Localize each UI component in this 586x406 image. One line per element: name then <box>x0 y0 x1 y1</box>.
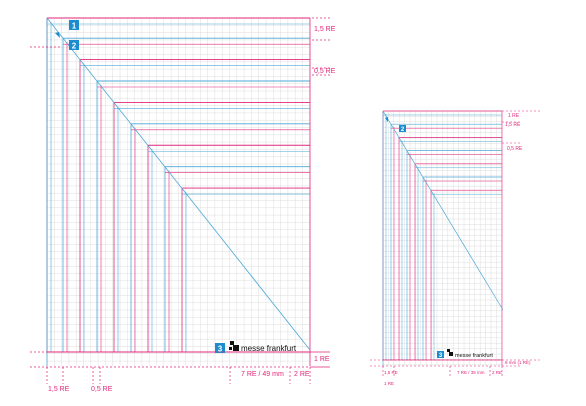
small-logo-text: messe frankfurt <box>455 353 493 359</box>
small-diagonal-line <box>382 110 504 311</box>
large-logo: messe frankfurt <box>229 341 297 353</box>
small-step-badge-2 <box>399 125 406 132</box>
large-logo-width-label: 7 RE / 49 mm <box>241 371 284 378</box>
small-left-margin-label-2: 1 RE <box>384 381 394 386</box>
step-badge-2-label: 2 <box>72 42 77 51</box>
step-badge-1 <box>69 20 79 30</box>
step-badge-3 <box>215 343 225 353</box>
small-top-margin-label-2: 1,5 RE <box>505 122 521 128</box>
large-logo-text: messe frankfurt <box>241 344 297 353</box>
small-mid-margin-label: 0,5 RE <box>507 146 523 152</box>
small-logo: messe frankfurt <box>447 349 493 359</box>
step-badge-1-label: 1 <box>72 22 77 31</box>
small-right-margin-label: 2 RE <box>492 370 502 375</box>
small-step-badge-2-label: 2 <box>401 127 405 133</box>
large-top-margin-label: 1,5 RE <box>314 26 336 33</box>
small-step-badge-3-label: 3 <box>439 353 443 359</box>
small-layout: 2 3 messe frankfurt 1 RE 1,5 RE 0,5 RE 8… <box>370 110 540 386</box>
small-margin-guides <box>370 110 540 378</box>
large-left-margin-label-2: 0,5 RE <box>91 386 113 393</box>
step-badge-3-label: 3 <box>218 345 223 354</box>
large-layout: 1 2 3 messe frankfurt <box>30 17 336 393</box>
large-mid-margin-label: 0,5 RE <box>314 68 336 75</box>
small-guide-lines <box>382 110 503 366</box>
logo-mark-icon <box>230 341 234 345</box>
large-arrow-head-icon <box>55 32 60 38</box>
small-logo-mark-icon <box>447 349 450 352</box>
large-diagonal-line <box>46 17 311 351</box>
step-badge-2 <box>69 40 79 50</box>
large-grid <box>46 17 310 366</box>
large-margin-guides <box>30 17 330 384</box>
small-top-margin-label: 1 RE <box>508 113 520 119</box>
small-step-badge-3 <box>437 351 444 358</box>
small-bottom-margin-label: 8 mm (1 RE) <box>505 360 531 365</box>
large-bottom-margin-label: 1 RE <box>314 356 330 363</box>
large-right-margin-label: 2 RE <box>294 371 310 378</box>
small-logo-width-label: 7 RE / 35 mm <box>457 370 485 375</box>
large-left-margin-label-1: 1,5 RE <box>48 386 70 393</box>
small-grid <box>382 110 502 366</box>
small-left-margin-label-1: 1,5 RE <box>384 370 398 375</box>
small-arrow-head-icon <box>385 117 388 122</box>
